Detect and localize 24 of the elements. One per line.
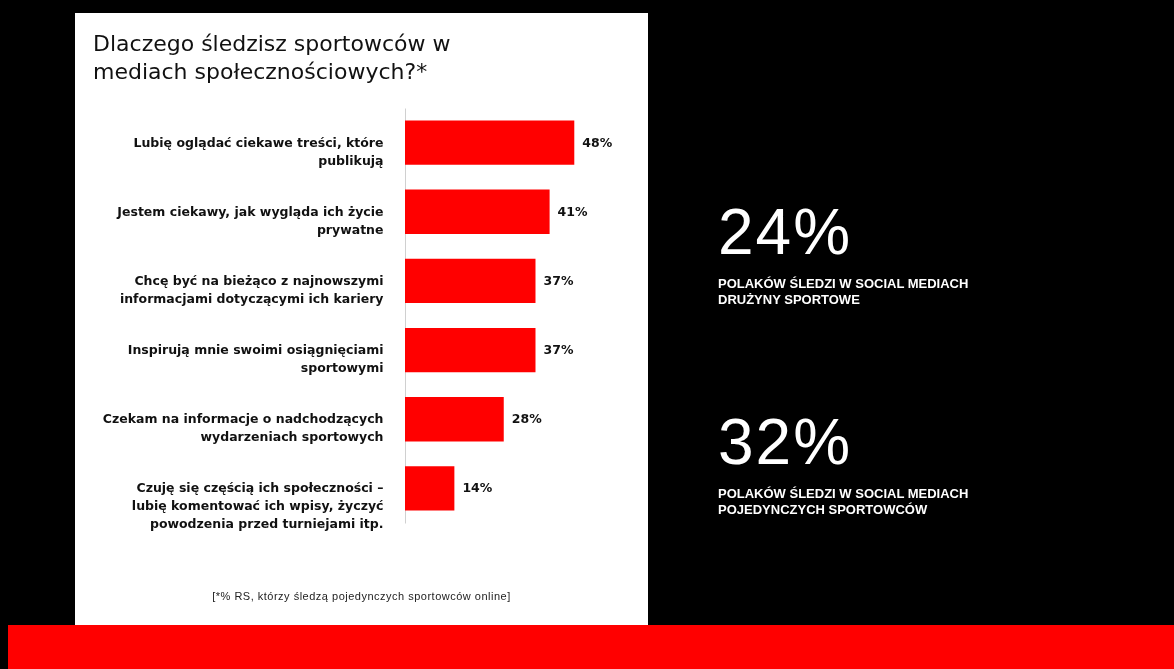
- data-label: 41%: [557, 203, 588, 219]
- text: [*% RS, którzy śledzą pojedynczych sportowców online]: [211, 590, 512, 602]
- y-tick-label: Jestem ciekawy, jak wygląda ich życie prywatne: [116, 203, 384, 237]
- text: 32%: [718, 406, 854, 478]
- y-tick-label: Chcę być na bieżąco z najnowszymi informacjami dotyczącymi ich kariery: [119, 272, 384, 306]
- y-tick-label: Czekam na informacje o nadchodzących wydarzeniach sportowych: [102, 411, 384, 445]
- y-tick-label: Lubię oglądać ciekawe treści, które publikują: [133, 134, 384, 168]
- bar: [405, 327, 536, 373]
- data-label: 37%: [543, 272, 574, 288]
- text: POLAKÓW ŚLEDZI W SOCIAL MEDIACH DRUŻYNY SPORTOWE: [718, 276, 970, 308]
- bar: [405, 189, 550, 234]
- y-tick-label: Inspirują mnie swoimi osiągnięciami sportowymi: [127, 342, 384, 376]
- bar: [405, 466, 455, 511]
- data-label: 48%: [582, 134, 613, 150]
- bar: [405, 258, 536, 304]
- y-tick-label: Czuję się częścią ich społeczności – lubię komentować ich wpisy, życzyć powodzenia przed turniejami itp.: [131, 480, 384, 532]
- text: POLAKÓW ŚLEDZI W SOCIAL MEDIACH POJEDYNCZYCH SPORTOWCÓW: [718, 486, 970, 518]
- data-label: 37%: [543, 342, 574, 358]
- data-label: 28%: [511, 411, 543, 427]
- bar: [405, 120, 575, 165]
- data-label: 14%: [462, 480, 493, 496]
- chart-title: Dlaczego śledzisz sportowców w mediach społecznościowych?*: [93, 31, 451, 84]
- text: 24%: [718, 196, 854, 268]
- bar: [405, 397, 504, 442]
